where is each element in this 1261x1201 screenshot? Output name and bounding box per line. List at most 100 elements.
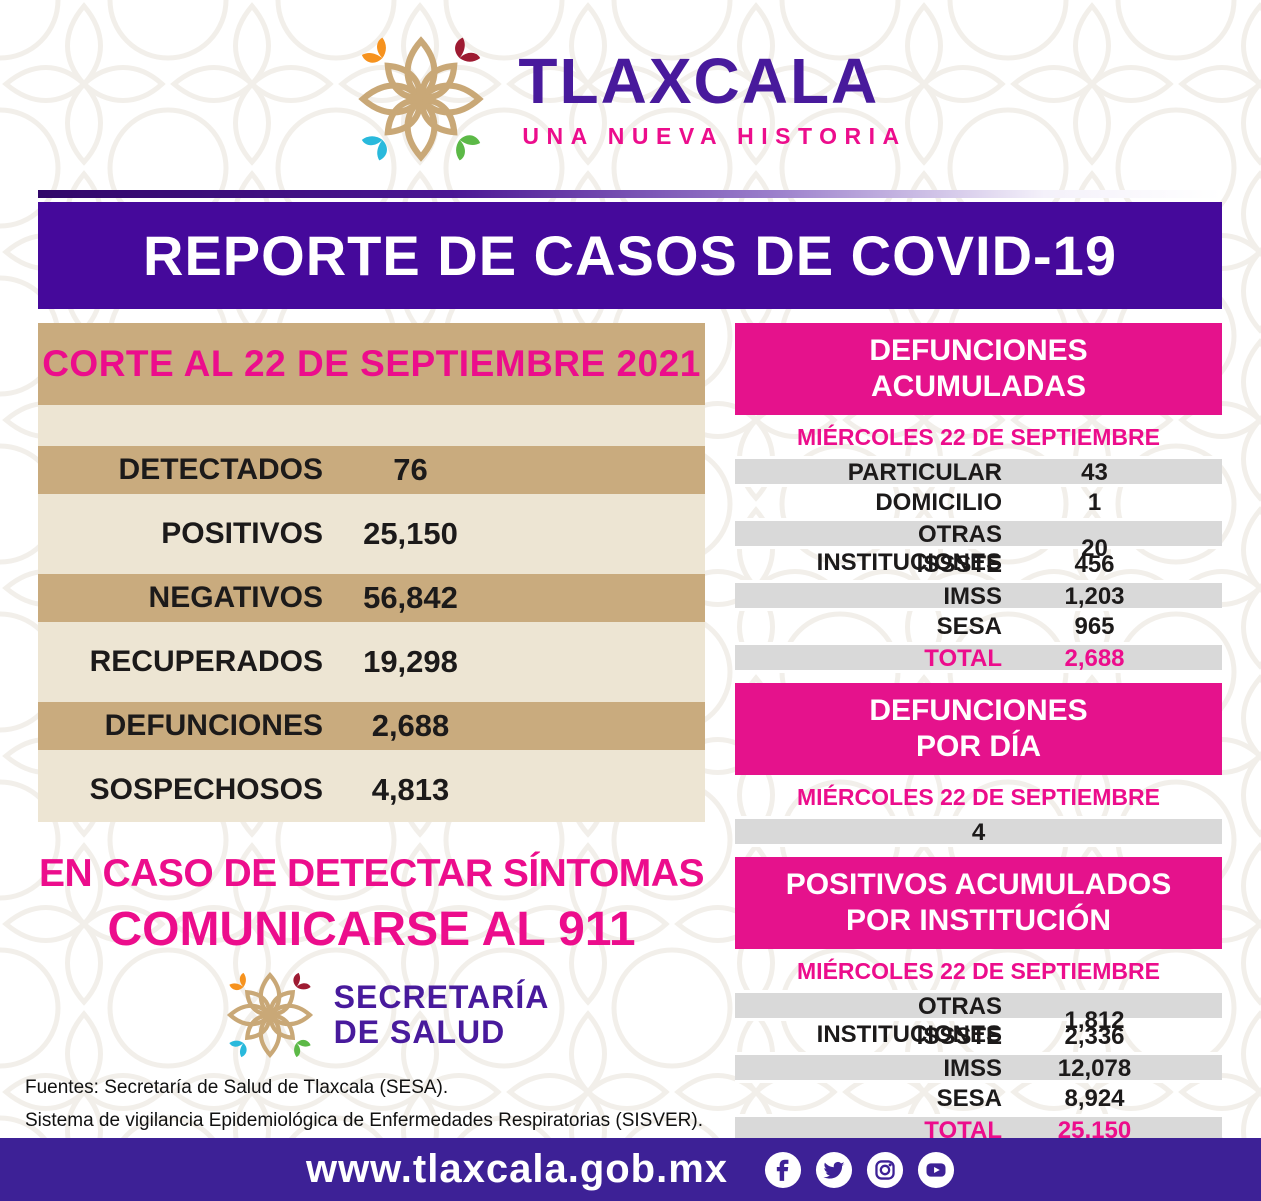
summary-row-sospechosos: SOSPECHOSOS 4,813 [38,758,705,822]
row-value: 2,688 [1064,645,1125,672]
row-label: ISSSTE [916,550,1002,578]
table-row: SESA 965 [735,611,1222,642]
summary-row-positivos: POSITIVOS 25,150 [38,502,705,566]
row-value: 4 [971,819,986,846]
section-date: MIÉRCOLES 22 DE SEPTIEMBRE [797,958,1160,984]
row-label: ISSSTE [916,1022,1002,1050]
secretaria-logo-block: SECRETARÍA DE SALUD [38,969,705,1061]
summary-header: CORTE AL 22 DE SEPTIEMBRE 2021 [38,323,705,405]
sources: Fuentes: Secretaría de Salud de Tlaxcala… [25,1077,705,1132]
symptoms-notice-line1: EN CASO DE DETECTAR SÍNTOMAS [39,852,704,895]
row-value: 2,336 [1064,1022,1125,1050]
row-value: 12,078 [1057,1055,1132,1082]
summary-panel: CORTE AL 22 DE SEPTIEMBRE 2021 DETECTADO… [38,323,705,822]
table-row: PARTICULAR 43 [735,456,1222,487]
row-label: TOTAL [924,645,1002,672]
report-title: REPORTE DE CASOS DE COVID-19 [143,224,1117,287]
flower-sprigs [362,37,481,161]
table-row: OTRAS INSTITUCIONES 20 [735,518,1222,576]
row-value: 43 [1081,459,1108,486]
row-label: IMSS [943,1055,1002,1082]
row-value: 965 [1074,612,1115,640]
summary-row-recuperados: RECUPERADOS 19,298 [38,630,705,694]
left-column: CORTE AL 22 DE SEPTIEMBRE 2021 DETECTADO… [25,323,705,1143]
brand-tagline: UNA NUEVA HISTORIA [522,122,907,149]
row-value: 1,812 [1064,1007,1125,1034]
footer-url-link[interactable]: www.tlaxcala.gob.mx [305,1147,729,1191]
summary-row-label: DEFUNCIONES [104,709,323,742]
table-row: ISSSTE 456 [735,549,1222,580]
youtube-icon[interactable] [917,1151,955,1189]
right-column: DEFUNCIONES ACUMULADAS MIÉRCOLES 22 DE S… [735,323,1222,1145]
section-header: POSITIVOS ACUMULADOS POR INSTITUCIÓN [735,857,1222,949]
table-row: 4 [735,816,1222,847]
row-label: OTRAS INSTITUCIONES [816,521,1002,576]
section-header: DEFUNCIONES ACUMULADAS [735,323,1222,415]
social-icons [764,1151,955,1189]
row-value: 1 [1087,488,1102,516]
section-gap [735,673,1222,683]
row-value: 20 [1081,535,1108,562]
summary-row-value: 2,688 [371,708,450,743]
row-label: DOMICILIO [875,488,1002,516]
summary-row-value: 56,842 [363,580,458,615]
summary-row-label: NEGATIVOS [148,581,323,614]
summary-row-value: 4,813 [371,772,450,807]
header: TLAXCALA UNA NUEVA HISTORIA [0,0,1261,190]
section-date: MIÉRCOLES 22 DE SEPTIEMBRE [797,424,1160,450]
row-value: 8,924 [1064,1084,1125,1112]
row-label: IMSS [943,583,1002,610]
summary-title: CORTE AL 22 DE SEPTIEMBRE 2021 [42,343,701,384]
row-label: OTRAS INSTITUCIONES [816,993,1002,1048]
section-defunciones-por-dia: DEFUNCIONES POR DÍA MIÉRCOLES 22 DE SEPT… [735,683,1222,847]
instagram-icon[interactable] [866,1151,904,1189]
summary-row-value: 25,150 [363,516,458,551]
section-date: MIÉRCOLES 22 DE SEPTIEMBRE [797,784,1160,810]
summary-row-label: DETECTADOS [118,453,323,486]
flower-sprigs [229,972,311,1058]
summary-row-value: 19,298 [363,644,458,679]
tlaxcala-flower-logo [358,36,485,162]
section-title-line2: ACUMULADAS [871,370,1086,403]
row-value: 456 [1074,550,1115,578]
section-defunciones-acumuladas: DEFUNCIONES ACUMULADAS MIÉRCOLES 22 DE S… [735,323,1222,673]
summary-spacer [38,405,705,438]
gradient-strip [38,190,1222,198]
secretaria-name-line1: SECRETARÍA [333,978,550,1015]
secretaria-name-line2: DE SALUD [333,1014,506,1050]
section-title-line2: POR DÍA [915,730,1041,763]
summary-row-detectados: DETECTADOS 76 [38,438,705,502]
section-gap [735,847,1222,857]
row-label: SESA [936,1084,1002,1112]
secretaria-name: SECRETARÍA DE SALUD [333,978,550,1050]
section-header: DEFUNCIONES POR DÍA [735,683,1222,775]
row-label: PARTICULAR [847,459,1002,486]
section-title-line1: POSITIVOS ACUMULADOS [785,868,1172,901]
summary-row-label: RECUPERADOS [89,645,323,678]
table-row: DOMICILIO 1 [735,487,1222,518]
section-title-line2: POR INSTITUCIÓN [845,904,1111,937]
twitter-icon[interactable] [815,1151,853,1189]
summary-row-label: SOSPECHOSOS [89,773,323,806]
table-row: IMSS 1,203 [735,580,1222,611]
section-title-line1: DEFUNCIONES [869,334,1088,367]
report-banner: REPORTE DE CASOS DE COVID-19 [38,202,1222,309]
sources-line2: Sistema de vigilancia Epidemiológica de … [25,1110,703,1131]
table-row-total: TOTAL 2,688 [735,642,1222,673]
sources-line1: Fuentes: Secretaría de Salud de Tlaxcala… [25,1077,449,1098]
footer-bar: www.tlaxcala.gob.mx [0,1138,1261,1201]
table-row: IMSS 12,078 [735,1052,1222,1083]
section-title-line1: DEFUNCIONES [869,694,1088,727]
row-label: SESA [936,612,1002,640]
summary-row-defunciones: DEFUNCIONES 2,688 [38,694,705,758]
secretaria-flower-logo [226,971,313,1059]
table-row: ISSSTE 2,336 [735,1021,1222,1052]
summary-row-label: POSITIVOS [161,517,323,550]
brand-wordmark: TLAXCALA [518,44,880,117]
summary-row-negativos: NEGATIVOS 56,842 [38,566,705,630]
facebook-icon[interactable] [764,1151,802,1189]
main-content: CORTE AL 22 DE SEPTIEMBRE 2021 DETECTADO… [0,309,1261,1145]
table-row: SESA 8,924 [735,1083,1222,1114]
section-positivos-por-institucion: POSITIVOS ACUMULADOS POR INSTITUCIÓN MIÉ… [735,857,1222,1145]
